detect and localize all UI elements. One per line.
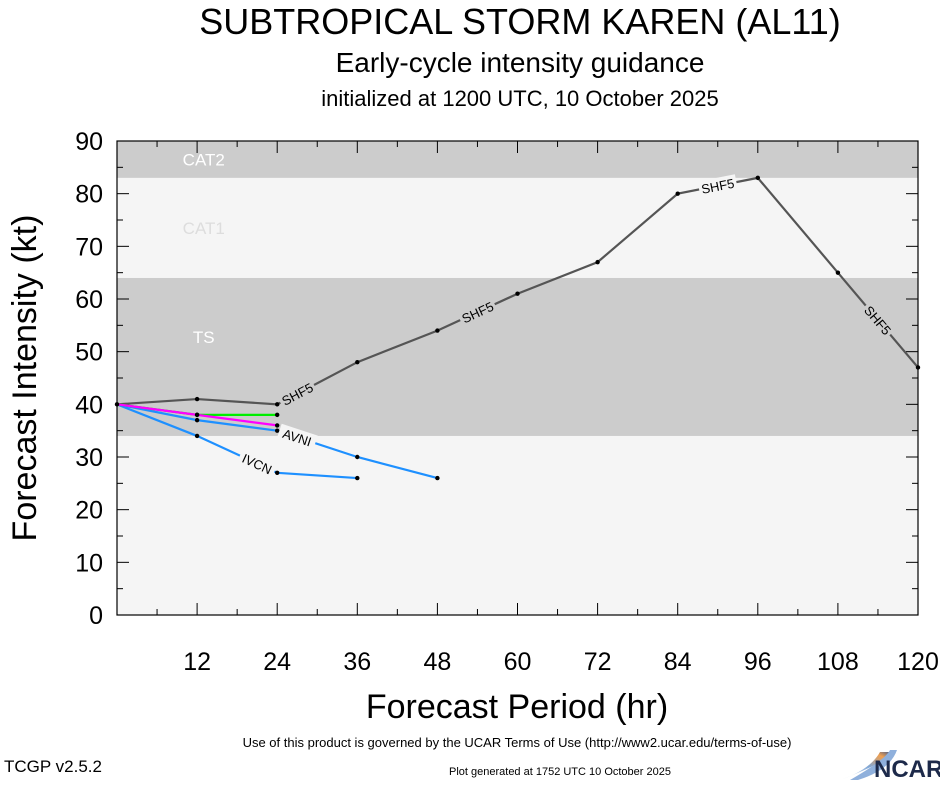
y-tick-label: 30	[75, 444, 103, 472]
band-cat1	[117, 177, 918, 278]
series-label-group: SHF5	[697, 174, 738, 198]
data-point	[675, 191, 680, 196]
data-point	[595, 259, 600, 265]
x-tick-label: 24	[263, 648, 291, 676]
x-tick-label: 108	[817, 648, 859, 676]
y-tick-label: 0	[89, 602, 103, 630]
data-point	[194, 412, 200, 418]
data-point	[355, 454, 360, 460]
x-tick-label: 84	[664, 648, 692, 676]
ncar-logo-text: NCAR	[874, 756, 940, 780]
series-label-background	[236, 448, 278, 479]
band-label-cat1: CAT1	[183, 219, 225, 238]
y-tick-label: 10	[75, 549, 103, 577]
x-axis-label: Forecast Period (hr)	[366, 688, 668, 726]
series-label-background	[456, 296, 499, 328]
data-point	[275, 470, 280, 475]
x-tick-label: 120	[897, 648, 939, 676]
x-tick-label: 60	[504, 648, 532, 676]
data-point	[275, 412, 280, 418]
y-axis-label: Forecast Intensity (kt)	[6, 215, 44, 542]
band-ts	[117, 277, 918, 436]
y-tick-label: 20	[75, 497, 103, 525]
data-point	[435, 328, 440, 333]
chart-subtitle-init: initialized at 1200 UTC, 10 October 2025	[321, 86, 718, 111]
version-label: TCGP v2.5.2	[4, 757, 102, 776]
data-point	[355, 475, 360, 481]
series-line-ivcn	[116, 403, 358, 480]
data-point	[515, 291, 520, 296]
y-tick-label: 50	[75, 339, 103, 367]
data-point	[275, 423, 280, 428]
band-label-cat2: CAT2	[183, 150, 225, 169]
y-tick-label: 70	[75, 233, 103, 261]
series-label-background	[859, 300, 897, 340]
data-point	[355, 360, 360, 365]
x-tick-label: 72	[584, 648, 612, 676]
y-tick-label: 40	[75, 391, 103, 419]
x-tick-label: 48	[423, 648, 451, 676]
data-point	[275, 428, 280, 433]
ncar-logo: NCAR	[840, 750, 940, 783]
data-point	[194, 433, 200, 439]
generated-text: Plot generated at 1752 UTC 10 October 20…	[449, 766, 671, 778]
data-point	[194, 396, 200, 402]
data-point	[835, 270, 841, 275]
data-point	[275, 402, 280, 407]
chart-subtitle: Early-cycle intensity guidance	[336, 47, 705, 78]
y-tick-label: 60	[75, 286, 103, 314]
x-tick-label: 96	[744, 648, 772, 676]
data-point	[915, 365, 921, 370]
series-label-background	[697, 174, 738, 198]
series-label-background	[276, 377, 318, 410]
data-point-initial	[114, 402, 120, 407]
chart-title: SUBTROPICAL STORM KAREN (AL11)	[199, 1, 840, 42]
y-tick-label: 90	[75, 128, 103, 156]
x-tick-label: 12	[183, 648, 211, 676]
y-tick-label: 80	[75, 181, 103, 209]
plot-area: TS CAT1 CAT2 0 10 20 30 40 50 60 70 80 90 12 24 36 48 60 7…	[75, 128, 939, 676]
band-label-ts: TS	[193, 328, 215, 347]
data-point	[194, 417, 200, 423]
series-label-shf5: SHF5	[700, 176, 736, 197]
data-point	[755, 175, 760, 181]
x-tick-label: 36	[343, 648, 371, 676]
data-point	[435, 475, 440, 481]
series-label-background	[276, 423, 318, 451]
terms-text: Use of this product is governed by the U…	[243, 735, 792, 750]
